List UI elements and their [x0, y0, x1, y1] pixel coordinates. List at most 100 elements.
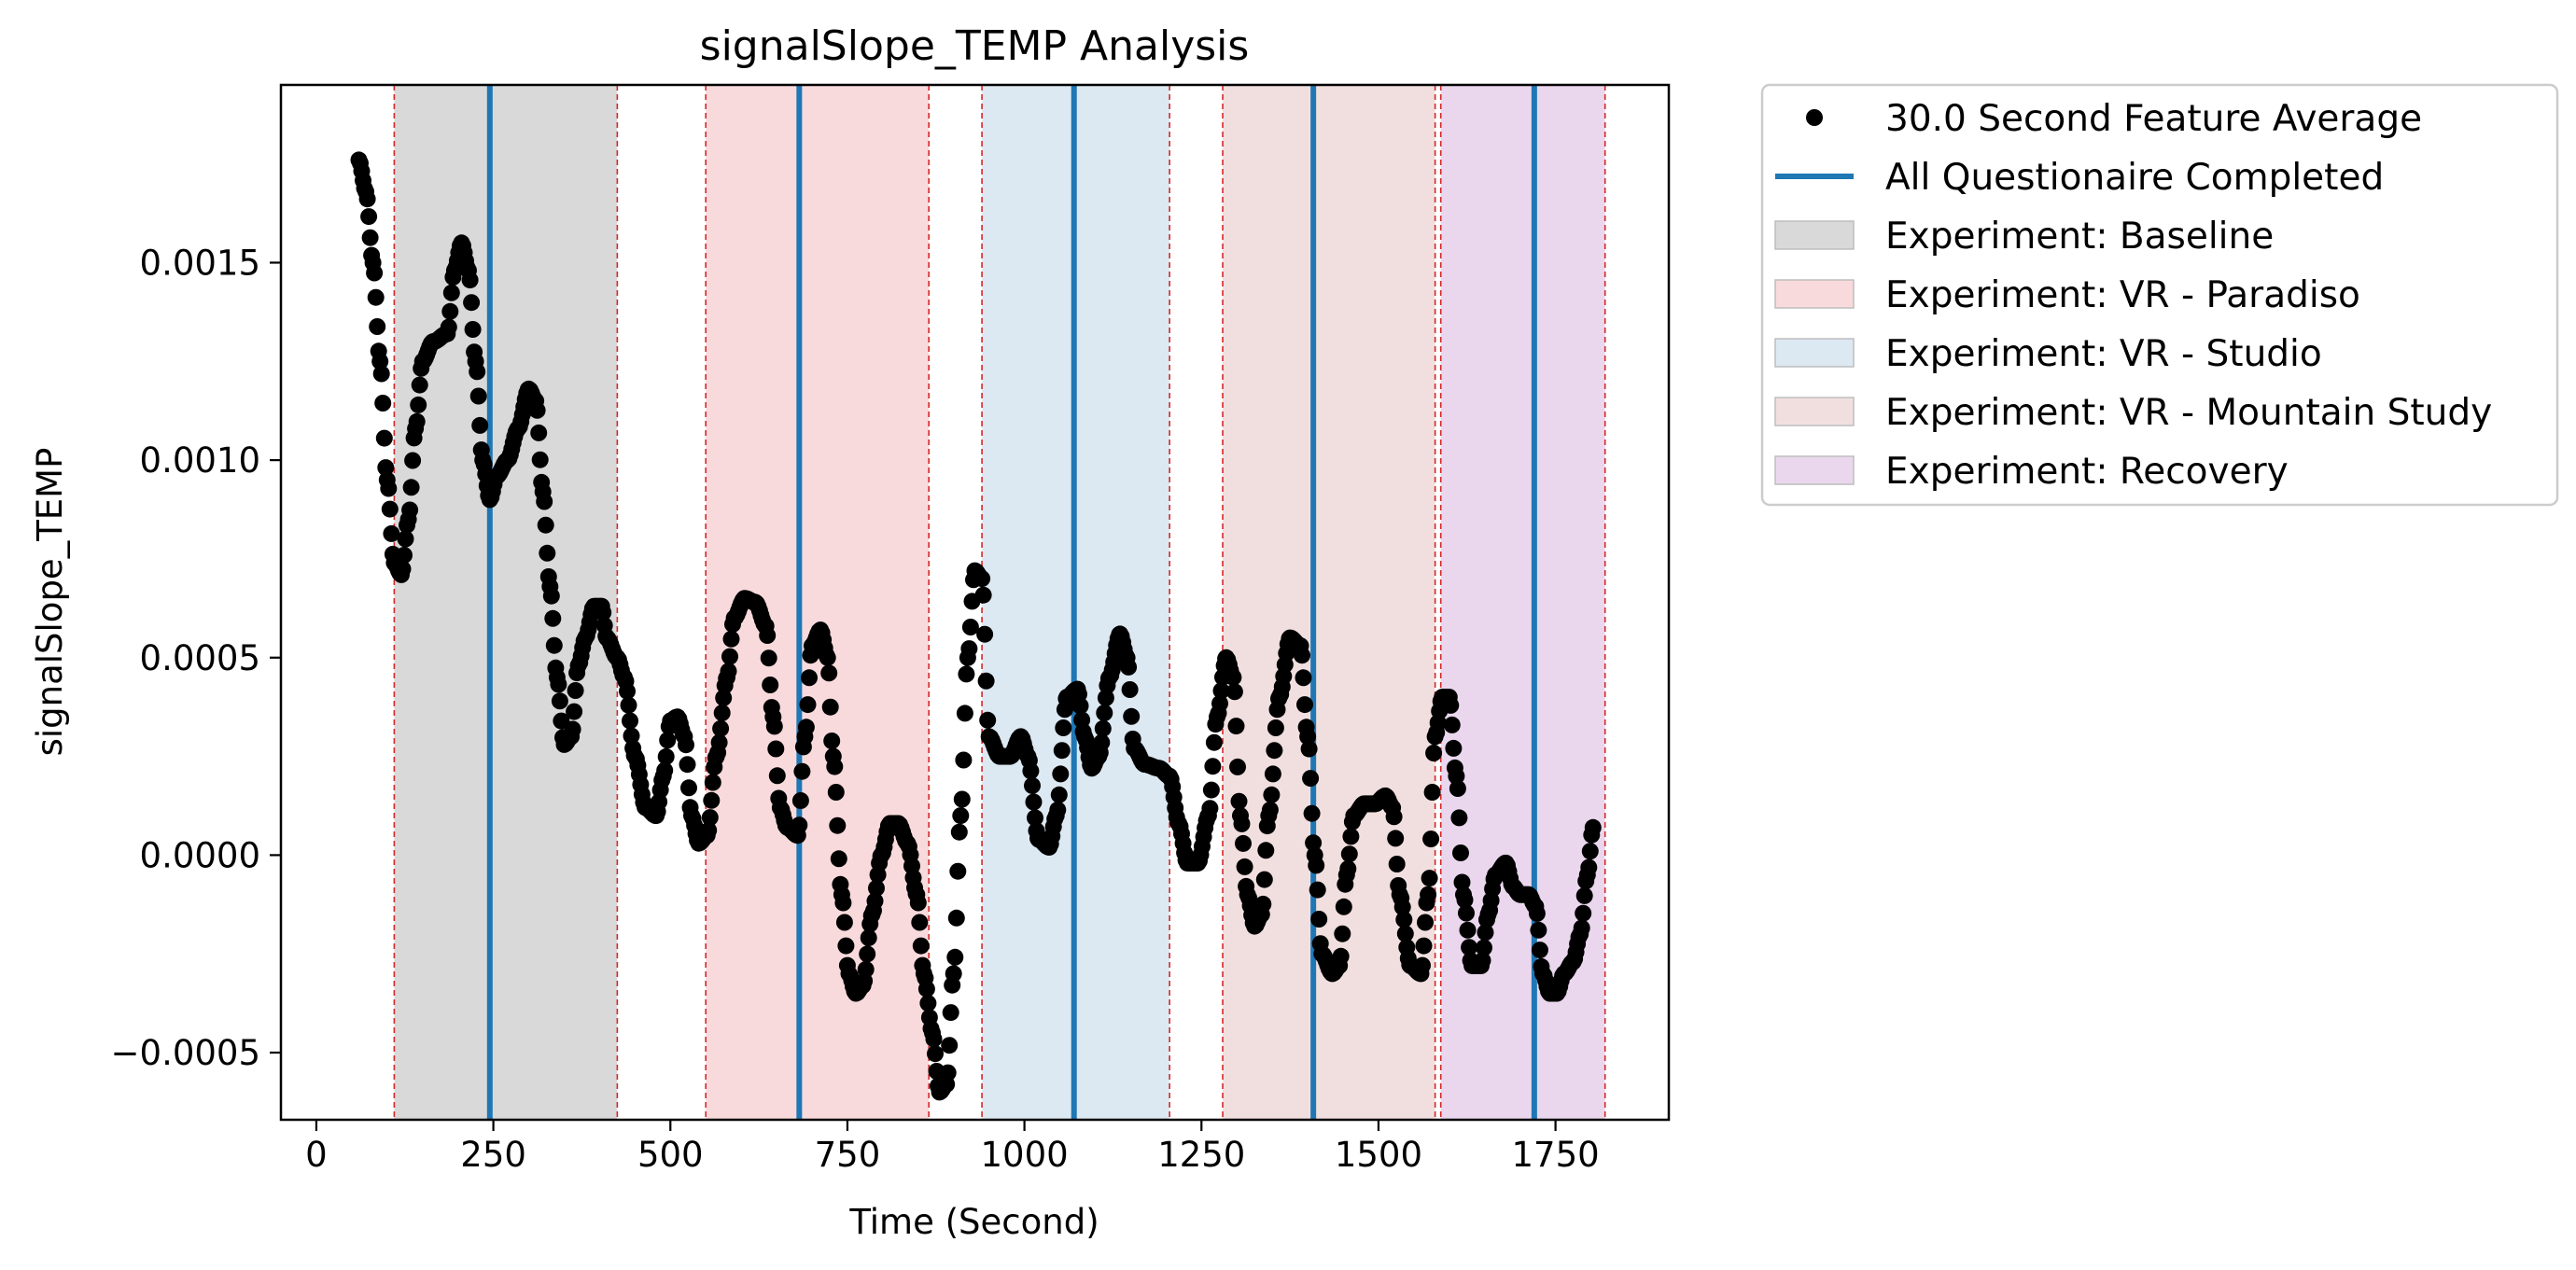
data-point-34: [397, 530, 414, 548]
data-point-412: [917, 980, 935, 998]
data-point-856: [1528, 904, 1546, 922]
legend-frame: [1760, 83, 2559, 507]
data-point-434: [949, 862, 967, 880]
data-point-375: [868, 879, 885, 897]
data-point-761: [1396, 925, 1414, 942]
data-point-429: [942, 1004, 959, 1022]
data-point-141: [545, 636, 563, 654]
data-point-196: [622, 712, 638, 730]
data-point-20: [377, 459, 395, 477]
data-point-437: [953, 790, 971, 808]
data-point-666: [1267, 719, 1284, 736]
data-point-303: [767, 740, 785, 758]
data-point-696: [1308, 857, 1325, 874]
data-point-440: [958, 665, 975, 683]
data-point-714: [1332, 947, 1350, 965]
data-point-760: [1395, 911, 1413, 928]
data-point-16: [371, 353, 389, 370]
legend-label-5: Experiment: VR - Studio: [1885, 333, 2322, 375]
data-point-263: [713, 705, 731, 721]
data-point-774: [1414, 956, 1431, 974]
data-point-508: [1050, 786, 1068, 803]
x-tick-label-4: 750: [815, 1135, 881, 1175]
data-point-443: [961, 619, 979, 635]
data-point-261: [710, 733, 728, 751]
data-point-299: [762, 677, 779, 693]
data-point-86: [469, 387, 487, 405]
legend-items: 30.0 Second Feature Average All Questiona…: [1774, 98, 2492, 493]
data-point-438: [955, 751, 973, 769]
data-point-858: [1531, 942, 1548, 959]
data-point-489: [1025, 793, 1043, 811]
legend-label-6: Experiment: VR - Mountain Study: [1885, 392, 2492, 434]
data-point-659: [1257, 842, 1275, 859]
data-point-542: [1097, 689, 1114, 706]
data-point-23: [381, 500, 399, 518]
data-point-194: [619, 682, 636, 700]
data-point-268: [720, 663, 737, 680]
data-point-890: [1575, 886, 1593, 904]
data-point-427: [939, 1064, 957, 1082]
data-point-431: [945, 965, 962, 983]
data-point-802: [1453, 873, 1471, 891]
data-point-428: [941, 1037, 959, 1054]
data-point-439: [956, 705, 973, 722]
legend-label-2: All Questionaire Completed: [1885, 157, 2384, 199]
data-point-720: [1340, 845, 1358, 863]
data-point-627: [1212, 682, 1230, 700]
data-point-80: [461, 272, 479, 289]
data-point-719: [1339, 860, 1357, 877]
data-point-13: [367, 288, 385, 306]
data-point-488: [1024, 776, 1041, 794]
data-point-432: [946, 948, 964, 966]
legend-label-4: Experiment: VR - Paradiso: [1885, 274, 2360, 316]
y-axis-label: signalSlope_TEMP: [30, 448, 70, 757]
data-point-348: [830, 850, 847, 868]
data-point-24: [383, 524, 400, 542]
plot-area: [350, 85, 1606, 1120]
data-point-353: [837, 937, 855, 955]
data-point-818: [1476, 939, 1492, 956]
x-tick-label-6: 1250: [1157, 1135, 1245, 1175]
data-point-367: [857, 960, 875, 978]
data-point-238: [679, 756, 696, 774]
data-point-817: [1474, 952, 1491, 970]
legend: 30.0 Second Feature Average All Questiona…: [1760, 83, 2559, 507]
data-point-692: [1302, 770, 1320, 788]
data-point-264: [715, 689, 733, 706]
data-point-435: [950, 823, 968, 841]
data-point-716: [1335, 898, 1352, 915]
data-point-351: [834, 894, 852, 912]
data-point-776: [1417, 914, 1434, 931]
data-point-42: [408, 412, 426, 430]
data-point-436: [952, 807, 970, 825]
data-point-509: [1052, 765, 1070, 783]
data-point-657: [1254, 895, 1272, 913]
x-tick-label-1: 0: [305, 1135, 328, 1175]
y-tick-label-5: 0.0015: [140, 243, 260, 283]
data-point-17: [372, 365, 390, 383]
data-point-12: [366, 264, 384, 282]
data-point-144: [550, 676, 567, 693]
data-point-693: [1303, 804, 1321, 822]
data-point-805: [1458, 904, 1475, 922]
data-point-222: [656, 761, 674, 779]
data-point-644: [1236, 858, 1253, 875]
data-point-413: [919, 995, 937, 1012]
data-point-140: [544, 609, 562, 627]
data-point-658: [1255, 871, 1273, 888]
data-point-755: [1388, 856, 1406, 872]
data-point-894: [1581, 843, 1599, 860]
data-point-622: [1205, 733, 1223, 751]
data-point-799: [1449, 780, 1466, 797]
data-point-22: [380, 480, 398, 497]
data-point-321: [791, 792, 809, 809]
data-point-759: [1393, 899, 1411, 916]
data-point-511: [1055, 719, 1072, 736]
legend-marker-3: [1774, 220, 1855, 250]
data-point-39: [404, 452, 422, 469]
data-point-418: [927, 1045, 944, 1063]
data-point-524: [1071, 697, 1089, 715]
data-point-352: [835, 914, 853, 931]
